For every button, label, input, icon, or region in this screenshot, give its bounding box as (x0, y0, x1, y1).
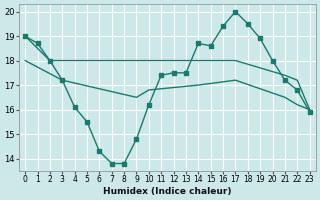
X-axis label: Humidex (Indice chaleur): Humidex (Indice chaleur) (103, 187, 232, 196)
